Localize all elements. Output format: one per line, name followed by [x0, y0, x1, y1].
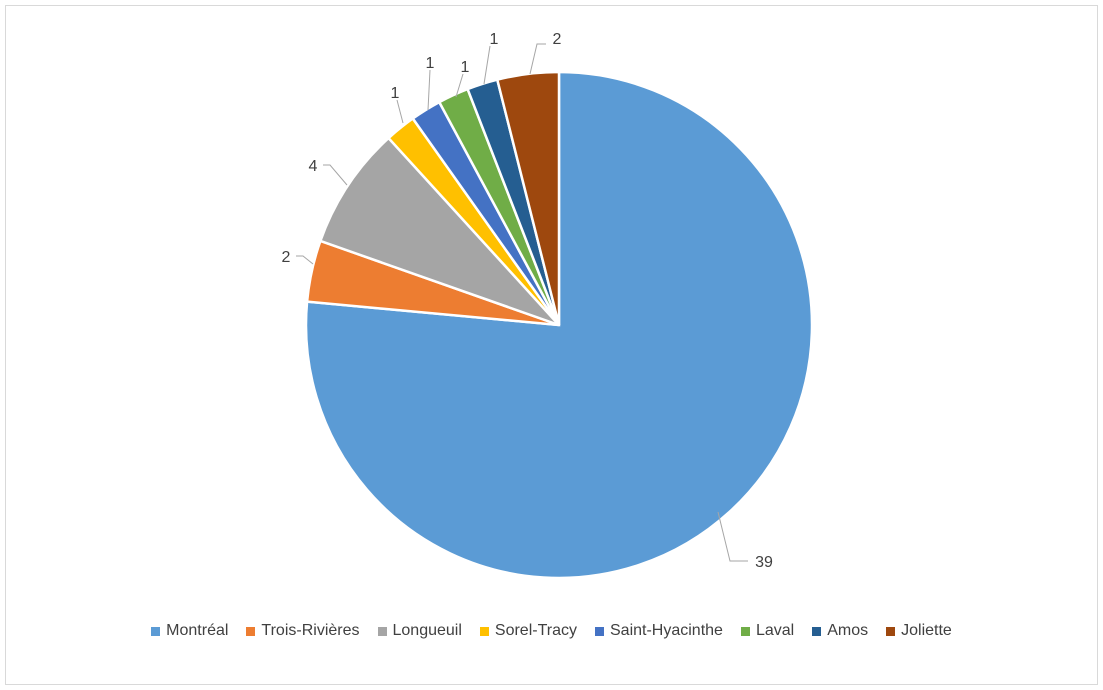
legend-label: Saint-Hyacinthe — [610, 622, 723, 639]
data-label: 1 — [461, 59, 470, 76]
pie-slice-joliette — [495, 70, 561, 326]
data-label: 2 — [282, 249, 291, 266]
leader-line — [717, 511, 748, 562]
legend-label: Montréal — [166, 622, 229, 639]
legend-swatch — [151, 626, 161, 636]
data-label: 2 — [553, 31, 562, 48]
legend-item: Joliette — [886, 622, 952, 640]
legend-label: Amos — [827, 622, 869, 639]
leader-line — [483, 45, 491, 85]
legend-label: Laval — [755, 622, 795, 639]
legend-item: Trois-Rivières — [246, 622, 360, 640]
leader-line — [455, 73, 464, 98]
data-label: 1 — [490, 31, 499, 48]
leader-line — [427, 69, 431, 111]
legend-item: Montréal — [151, 622, 228, 640]
leader-line — [296, 255, 314, 265]
legend-label: Longueuil — [392, 622, 462, 639]
legend-label: Sorel-Tracy — [494, 622, 577, 639]
leader-line — [529, 43, 546, 75]
legend-label: Trois-Rivières — [261, 622, 360, 639]
legend-swatch — [595, 626, 604, 636]
leader-line — [323, 164, 348, 186]
chart-legend: Montréal Trois-Rivières Longueuil Sorel-Tra… — [0, 622, 1103, 640]
legend-item: Sorel-Tracy — [479, 622, 577, 640]
legend-swatch — [246, 626, 256, 636]
data-label: 4 — [309, 158, 318, 175]
legend-label: Joliette — [901, 622, 952, 639]
legend-item: Longueuil — [377, 622, 462, 640]
legend-swatch — [886, 626, 896, 636]
data-label: 1 — [391, 85, 400, 102]
legend-item: Saint-Hyacinthe — [595, 622, 723, 640]
legend-swatch — [479, 626, 489, 636]
pie-slice-longueuil — [318, 136, 560, 327]
legend-swatch — [812, 626, 822, 636]
data-label: 1 — [426, 55, 435, 72]
data-label: 39 — [755, 554, 773, 571]
legend-swatch — [377, 626, 387, 636]
legend-item: Amos — [812, 622, 868, 640]
legend-item: Laval — [740, 622, 795, 640]
legend-swatch — [740, 626, 750, 636]
leader-line — [396, 99, 404, 124]
